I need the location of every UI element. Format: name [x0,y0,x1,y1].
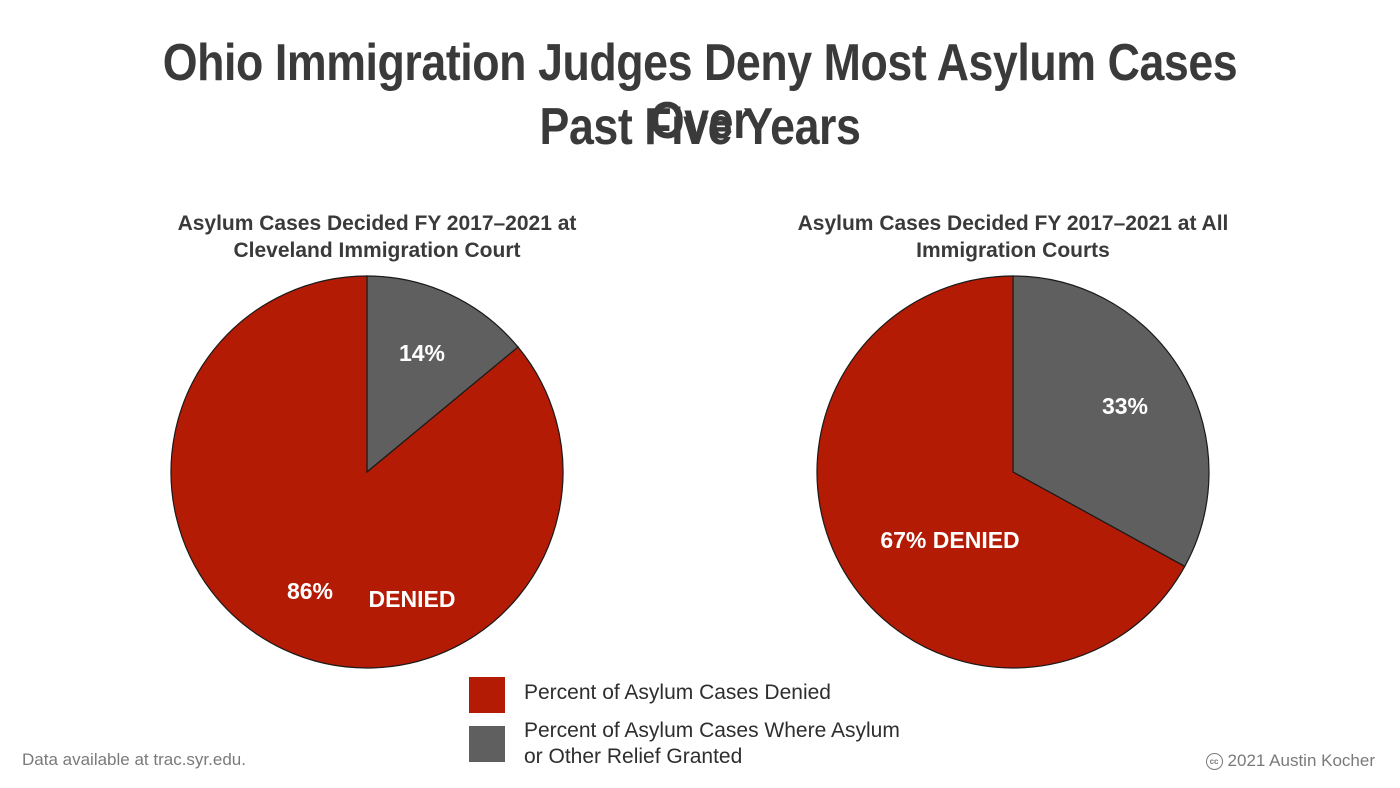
main-title-line-2: Past Five Years [539,98,861,156]
pie-label-all-courts-denied: 67% DENIED [880,527,1019,553]
chart-title-cleveland: Asylum Cases Decided FY 2017–2021 at Cle… [97,210,657,264]
pie-slice-all-courts-denied [816,275,1186,669]
chart-title-all-courts: Asylum Cases Decided FY 2017–2021 at All… [733,210,1293,264]
legend-denied-swatch [469,677,505,713]
chart-title-cleveland-line-1: Asylum Cases Decided FY 2017–2021 at [177,212,577,235]
pie-label-cleveland-denied: 86% [287,578,333,604]
copyright-credit: cc 2021 Austin Kocher [1205,751,1375,771]
creative-commons-icon: cc [1205,752,1223,770]
chart-title-all-courts-line-2: Immigration Courts [916,239,1110,262]
pie-slice-all-courts-granted [1012,275,1210,568]
legend-granted-swatch [469,726,505,762]
pie-slice-cleveland-granted [366,275,519,474]
pie-label-all-courts-granted: 33% [1102,393,1148,419]
pie-label-cleveland-granted: 14% [399,340,445,366]
chart-title-cleveland-line-2: Cleveland Immigration Court [233,239,521,262]
data-source-note: Data available at trac.syr.edu. [22,750,246,769]
main-title-line-1: Ohio Immigration Judges Deny Most Asylum… [162,34,1238,150]
pie-label-cleveland-denied-2: DENIED [369,586,456,612]
pie-slice-cleveland-denied [170,275,564,669]
legend-denied-label: Percent of Asylum Cases Denied [524,681,831,704]
legend-granted-label-line-1: Percent of Asylum Cases Where Asylum [524,719,900,742]
legend-granted-label-line-2: or Other Relief Granted [524,745,743,768]
chart-title-all-courts-line-1: Asylum Cases Decided FY 2017–2021 at All [797,212,1229,235]
copyright-credit-text: 2021 Austin Kocher [1227,751,1375,770]
